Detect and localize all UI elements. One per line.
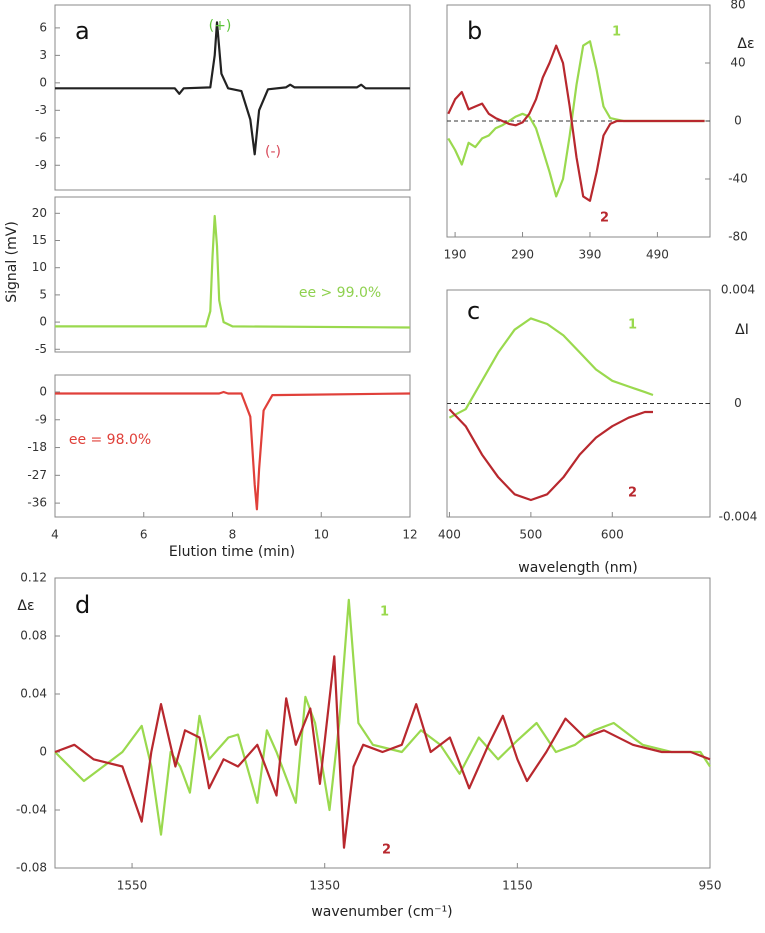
x-axis-label: wavelength (nm) xyxy=(518,560,637,576)
data-line xyxy=(447,44,705,202)
data-line xyxy=(54,598,711,836)
x-tick-label: 400 xyxy=(438,528,461,542)
y-axis-label: ΔI xyxy=(735,322,749,338)
y-axis-label: Signal (mV) xyxy=(4,221,20,303)
annotation: (-) xyxy=(265,144,281,160)
y-tick-label: -40 xyxy=(728,172,748,186)
y-tick-label: 0.08 xyxy=(20,629,47,643)
x-tick-label: 1150 xyxy=(502,879,533,893)
y-tick-label: 3 xyxy=(39,48,47,62)
y-axis-label: Δε xyxy=(17,598,34,614)
y-tick-label: 0 xyxy=(39,384,47,398)
data-line xyxy=(55,214,411,329)
panel-label: c xyxy=(467,297,480,325)
y-tick-label: 5 xyxy=(39,287,47,301)
panel-label: a xyxy=(75,17,90,45)
plot-frame xyxy=(54,4,411,191)
plot-frame xyxy=(54,577,711,869)
y-tick-label: 0.004 xyxy=(721,283,755,297)
y-tick-label: 0 xyxy=(734,114,742,128)
plot-frame xyxy=(446,289,711,518)
series-label: 1 xyxy=(380,605,389,620)
y-tick-label: -9 xyxy=(35,158,47,172)
y-tick-label: -0.004 xyxy=(719,510,758,524)
y-tick-label: -80 xyxy=(728,230,748,244)
x-axis-label: wavenumber (cm⁻¹) xyxy=(311,904,452,920)
x-tick-label: 190 xyxy=(444,248,467,262)
y-tick-label: 0 xyxy=(734,396,742,410)
y-tick-label: 0.12 xyxy=(20,571,47,585)
x-tick-label: 950 xyxy=(699,879,722,893)
x-tick-label: 12 xyxy=(402,528,417,542)
x-axis-label: Elution time (min) xyxy=(169,544,295,560)
y-tick-label: 15 xyxy=(32,233,47,247)
annotation: ee = 98.0% xyxy=(69,432,151,448)
y-tick-label: 6 xyxy=(39,20,47,34)
annotation: (+) xyxy=(209,18,232,34)
data-line xyxy=(54,655,711,849)
y-tick-label: -0.04 xyxy=(16,803,47,817)
y-tick-label: -18 xyxy=(27,440,47,454)
x-tick-label: 8 xyxy=(229,528,237,542)
y-tick-label: 40 xyxy=(730,56,745,70)
y-axis-label: Δε xyxy=(737,36,754,52)
x-tick-label: 6 xyxy=(140,528,148,542)
y-tick-label: -6 xyxy=(35,130,47,144)
data-line xyxy=(448,317,654,419)
y-tick-label: -27 xyxy=(27,468,47,482)
panel-label: b xyxy=(467,17,482,45)
y-tick-label: 10 xyxy=(32,260,47,274)
series-label: 2 xyxy=(382,843,391,858)
y-tick-label: -9 xyxy=(35,412,47,426)
data-line xyxy=(55,390,411,511)
series-label: 1 xyxy=(612,25,621,40)
x-tick-label: 1550 xyxy=(117,879,148,893)
annotation: ee > 99.0% xyxy=(299,285,381,301)
data-line xyxy=(55,21,410,156)
y-tick-label: 80 xyxy=(730,0,745,12)
series-label: 1 xyxy=(628,318,637,333)
y-tick-label: -5 xyxy=(35,342,47,356)
x-tick-label: 490 xyxy=(646,248,669,262)
y-tick-label: 0 xyxy=(39,315,47,329)
x-tick-label: 390 xyxy=(579,248,602,262)
y-tick-label: -36 xyxy=(27,496,47,510)
x-tick-label: 600 xyxy=(601,528,624,542)
y-tick-label: 0 xyxy=(39,745,47,759)
plot-frame xyxy=(54,196,411,353)
y-tick-label: 0.04 xyxy=(20,687,47,701)
data-line xyxy=(448,408,653,502)
panel-label: d xyxy=(75,591,90,619)
x-tick-label: 4 xyxy=(51,528,59,542)
x-tick-label: 10 xyxy=(314,528,329,542)
y-tick-label: -3 xyxy=(35,103,47,117)
series-label: 2 xyxy=(600,211,609,226)
y-tick-label: 20 xyxy=(32,206,47,220)
x-tick-label: 290 xyxy=(511,248,534,262)
y-tick-label: 0 xyxy=(39,75,47,89)
data-line xyxy=(447,40,705,198)
y-tick-label: -0.08 xyxy=(16,861,47,875)
x-tick-label: 1350 xyxy=(309,879,340,893)
series-label: 2 xyxy=(628,486,637,501)
x-tick-label: 500 xyxy=(519,528,542,542)
